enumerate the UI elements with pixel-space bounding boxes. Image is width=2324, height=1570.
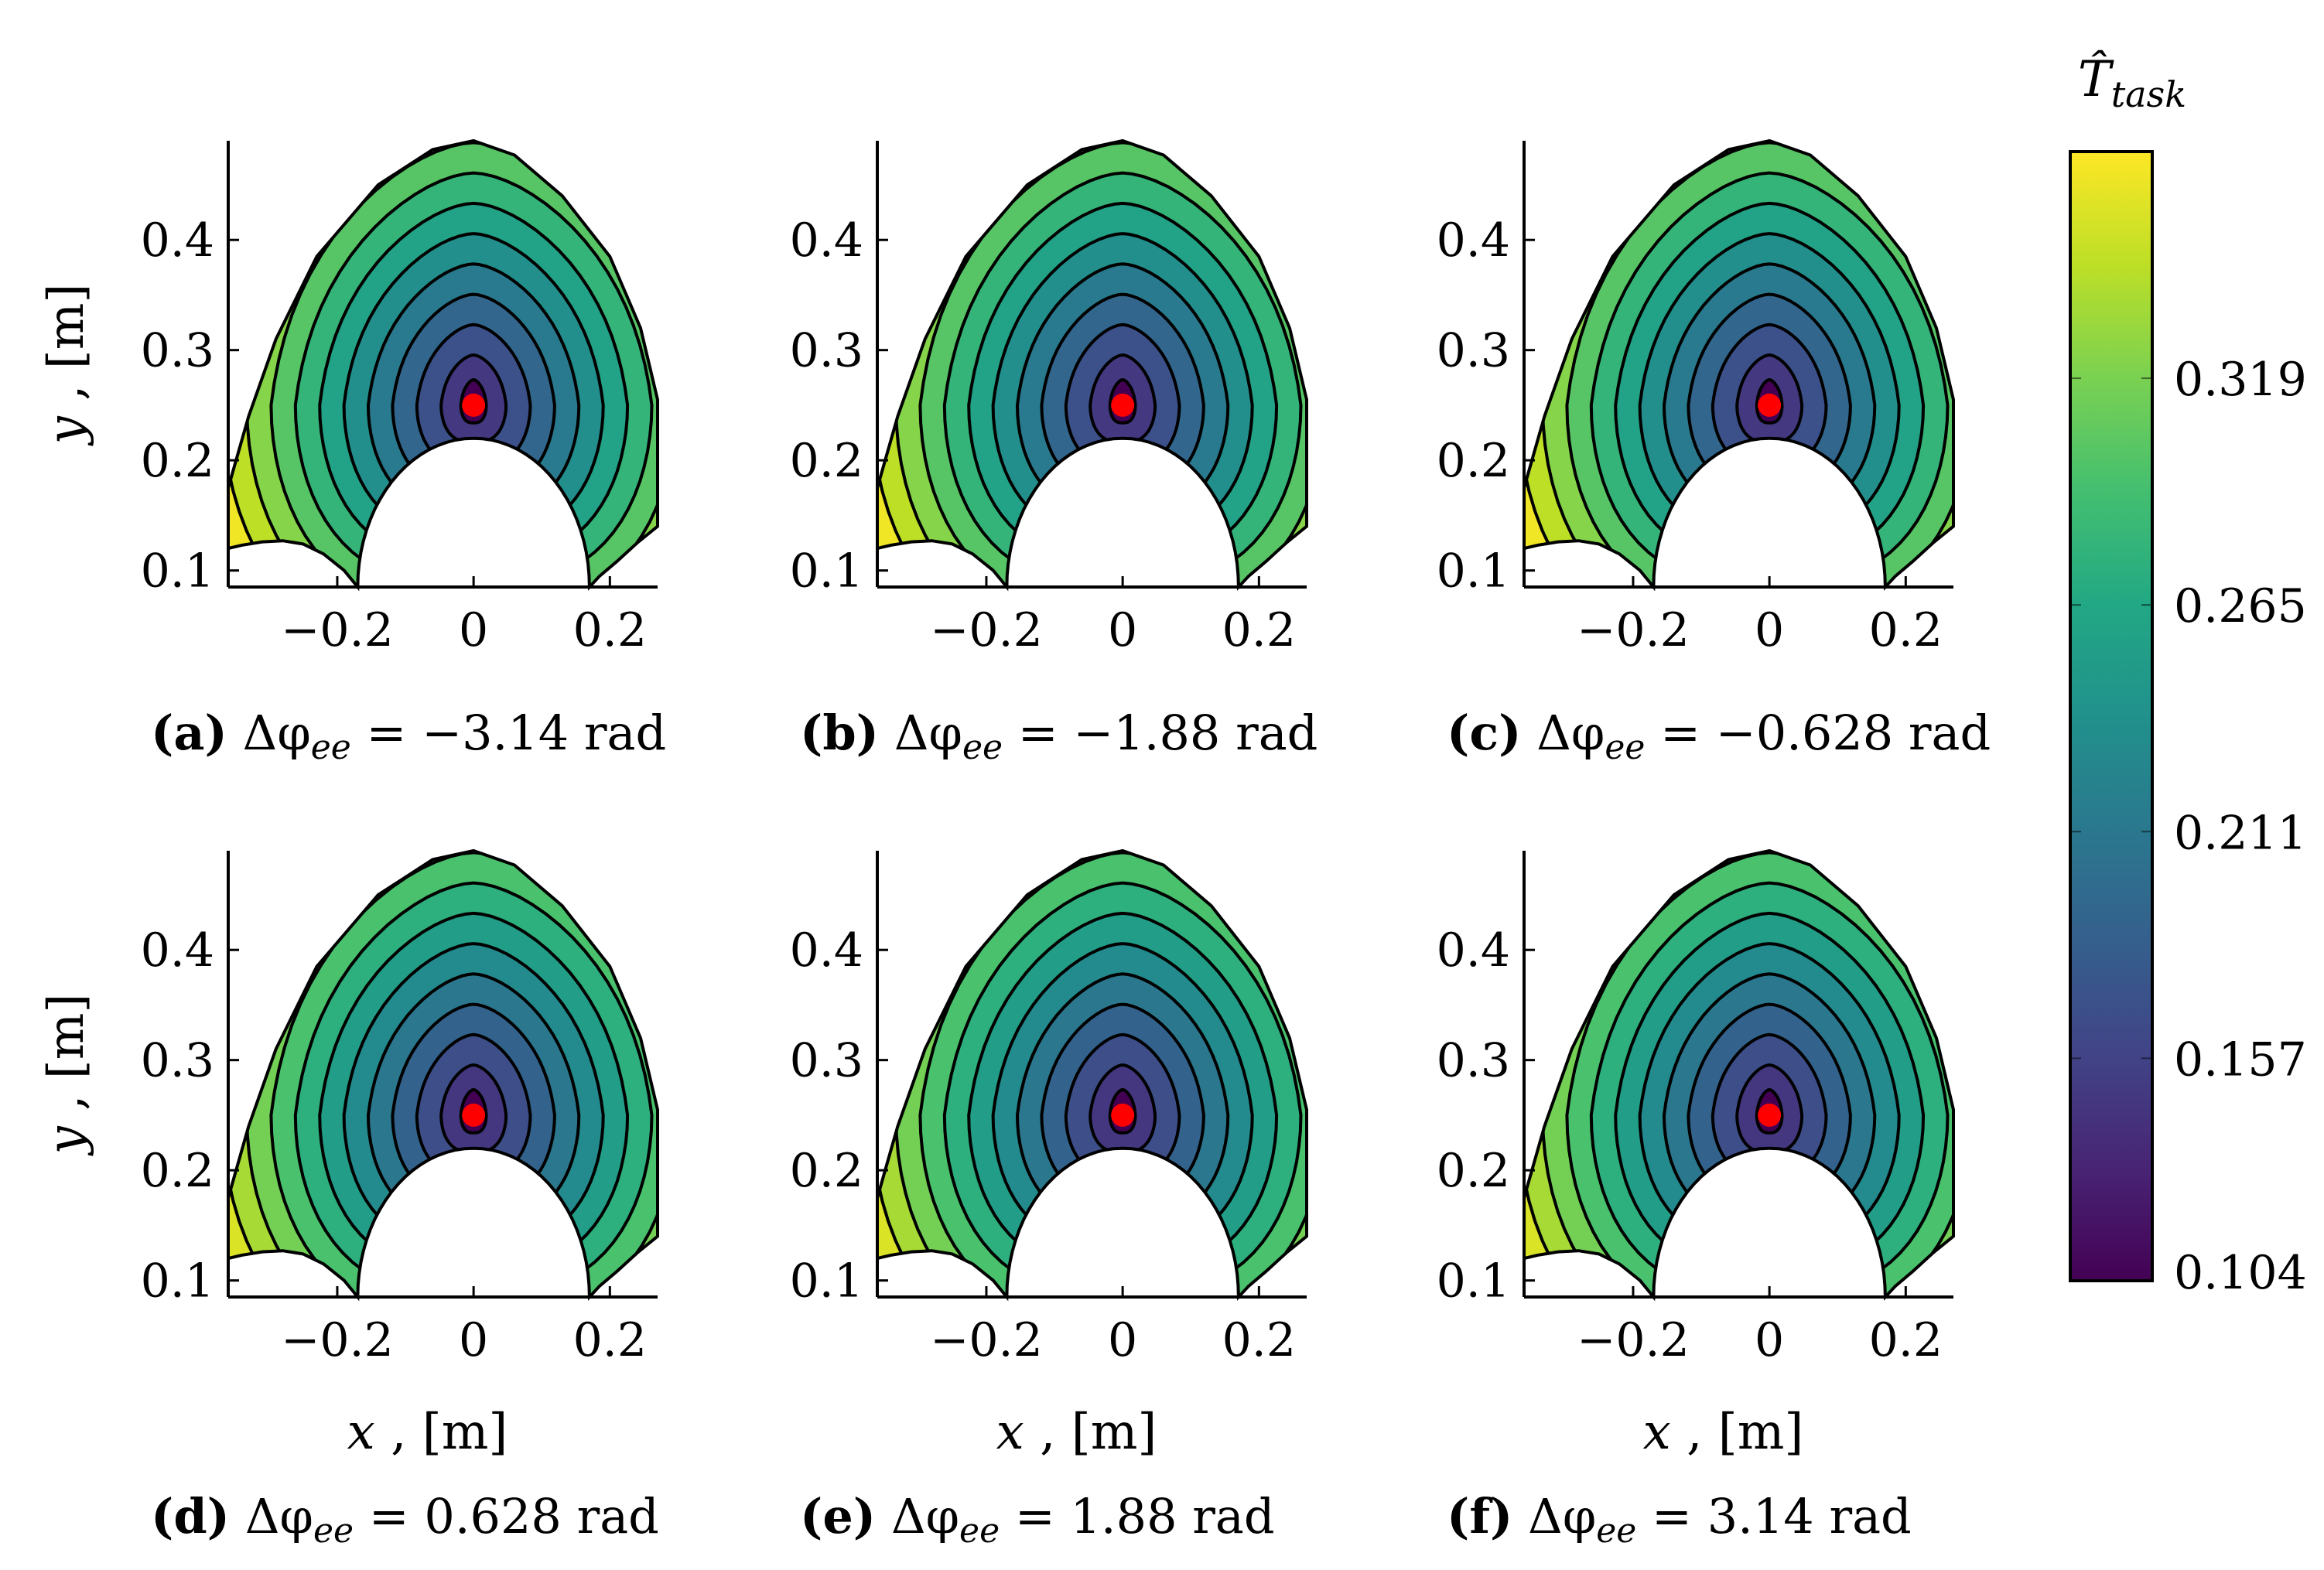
axes: 0.1 0.2 0.3 0.4 −0.2 0 0.2 x , [m] bbox=[1437, 851, 1953, 1461]
subplot-caption: (c) Δφee = −0.628 rad bbox=[1447, 705, 1991, 767]
x-tick-label: 0 bbox=[459, 603, 488, 657]
y-tick-label: 0.4 bbox=[790, 923, 863, 978]
y-tick-label: 0.1 bbox=[1437, 1254, 1510, 1309]
colorbar: 0.104 0.157 0.211 0.265 0.319 T̂task bbox=[2069, 50, 2307, 1300]
x-tick-label: 0.2 bbox=[1222, 1313, 1296, 1367]
x-tick-label: 0.2 bbox=[1869, 1313, 1943, 1367]
x-tick-label: 0 bbox=[1108, 603, 1137, 657]
target-marker bbox=[1111, 1103, 1135, 1127]
y-tick-label: 0.3 bbox=[141, 1034, 214, 1088]
y-tick-label: 0.1 bbox=[141, 1254, 214, 1309]
axes: 0.1 0.2 0.3 0.4 −0.2 0 0.2 y , [m] bbox=[38, 141, 658, 657]
y-axis-label: y , [m] bbox=[38, 994, 95, 1157]
subplot-c: 0.1 0.2 0.3 0.4 −0.2 0 0.2 (c) Δφee = −0.628 ra… bbox=[1437, 138, 1991, 767]
colorbar-tick-label: 0.319 bbox=[2174, 353, 2307, 407]
x-tick-label: −0.2 bbox=[281, 603, 394, 657]
subplot-a: 0.1 0.2 0.3 0.4 −0.2 0 0.2 y , [m] (a) Δφee = −3… bbox=[38, 138, 666, 767]
subplot-caption: (d) Δφee = 0.628 rad bbox=[151, 1488, 659, 1551]
target-marker bbox=[462, 1103, 486, 1127]
x-tick-label: 0.2 bbox=[1222, 603, 1296, 657]
x-tick-label: −0.2 bbox=[930, 603, 1043, 657]
y-tick-label: 0.4 bbox=[1437, 923, 1510, 978]
x-tick-label: 0.2 bbox=[573, 603, 647, 657]
subplot-caption: (f) Δφee = 3.14 rad bbox=[1447, 1488, 1912, 1551]
colorbar-tick-label: 0.104 bbox=[2174, 1246, 2307, 1300]
target-marker bbox=[1758, 393, 1782, 417]
x-tick-label: −0.2 bbox=[1577, 603, 1690, 657]
y-tick-label: 0.3 bbox=[141, 324, 214, 378]
y-tick-label: 0.3 bbox=[790, 1034, 863, 1088]
y-tick-label: 0.4 bbox=[141, 923, 214, 978]
colorbar-title: T̂task bbox=[2078, 50, 2186, 115]
x-tick-label: −0.2 bbox=[281, 1313, 394, 1367]
x-tick-label: 0 bbox=[1755, 603, 1784, 657]
colorbar-tick-label: 0.211 bbox=[2174, 806, 2307, 860]
y-tick-label: 0.3 bbox=[1437, 324, 1510, 378]
target-marker bbox=[462, 393, 486, 417]
workspace-outline bbox=[227, 848, 659, 1302]
workspace-outline bbox=[1523, 848, 1955, 1302]
subplot-d: 0.1 0.2 0.3 0.4 −0.2 0 0.2 y , [m] x , [m] (d) Δφ… bbox=[38, 848, 659, 1551]
y-tick-label: 0.1 bbox=[141, 544, 214, 599]
y-tick-label: 0.2 bbox=[141, 1144, 214, 1198]
y-tick-label: 0.2 bbox=[790, 1144, 863, 1198]
y-tick-label: 0.2 bbox=[790, 434, 863, 488]
x-axis-label: x , [m] bbox=[347, 1404, 508, 1461]
y-tick-label: 0.2 bbox=[141, 434, 214, 488]
x-tick-label: 0.2 bbox=[573, 1313, 647, 1367]
x-axis-label: x , [m] bbox=[1643, 1404, 1804, 1461]
subplot-e: 0.1 0.2 0.3 0.4 −0.2 0 0.2 x , [m] (e) Δφee = 1.… bbox=[790, 848, 1308, 1551]
y-tick-label: 0.1 bbox=[1437, 544, 1510, 599]
colorbar-gradient bbox=[2069, 150, 2154, 1282]
x-axis-label: x , [m] bbox=[996, 1404, 1157, 1461]
subplot-caption: (a) Δφee = −3.14 rad bbox=[151, 705, 666, 767]
axes: 0.1 0.2 0.3 0.4 −0.2 0 0.2 x , [m] bbox=[790, 851, 1307, 1461]
subplot-f: 0.1 0.2 0.3 0.4 −0.2 0 0.2 x , [m] (f) Δφee = 3.… bbox=[1437, 848, 1955, 1551]
x-tick-label: 0 bbox=[1755, 1313, 1784, 1367]
y-tick-label: 0.2 bbox=[1437, 434, 1510, 488]
y-axis-label: y , [m] bbox=[38, 284, 95, 447]
workspace-outline bbox=[1523, 138, 1955, 592]
axes: 0.1 0.2 0.3 0.4 −0.2 0 0.2 y , [m] x , [m] bbox=[38, 851, 658, 1461]
x-tick-label: 0 bbox=[459, 1313, 488, 1367]
x-tick-label: −0.2 bbox=[930, 1313, 1043, 1367]
axes: 0.1 0.2 0.3 0.4 −0.2 0 0.2 bbox=[790, 141, 1307, 657]
y-tick-label: 0.3 bbox=[790, 324, 863, 378]
axes: 0.1 0.2 0.3 0.4 −0.2 0 0.2 bbox=[1437, 141, 1953, 657]
colorbar-tick-label: 0.157 bbox=[2174, 1032, 2307, 1087]
subplot-b: 0.1 0.2 0.3 0.4 −0.2 0 0.2 (b) Δφee = −1.88 rad bbox=[790, 138, 1318, 767]
target-marker bbox=[1111, 393, 1135, 417]
y-tick-label: 0.4 bbox=[790, 213, 863, 268]
workspace-outline bbox=[876, 848, 1308, 1302]
subplot-caption: (b) Δφee = −1.88 rad bbox=[800, 705, 1318, 767]
x-tick-label: 0 bbox=[1108, 1313, 1137, 1367]
target-marker bbox=[1758, 1103, 1782, 1127]
workspace-outline bbox=[876, 138, 1308, 592]
y-tick-label: 0.1 bbox=[790, 1254, 863, 1309]
colorbar-tick-label: 0.265 bbox=[2174, 579, 2307, 633]
y-tick-label: 0.4 bbox=[1437, 213, 1510, 268]
y-tick-label: 0.1 bbox=[790, 544, 863, 599]
y-tick-label: 0.4 bbox=[141, 213, 214, 268]
subplot-caption: (e) Δφee = 1.88 rad bbox=[800, 1488, 1275, 1551]
y-tick-label: 0.2 bbox=[1437, 1144, 1510, 1198]
x-tick-label: 0.2 bbox=[1869, 603, 1943, 657]
y-tick-label: 0.3 bbox=[1437, 1034, 1510, 1088]
x-tick-label: −0.2 bbox=[1577, 1313, 1690, 1367]
workspace-outline bbox=[227, 138, 659, 592]
